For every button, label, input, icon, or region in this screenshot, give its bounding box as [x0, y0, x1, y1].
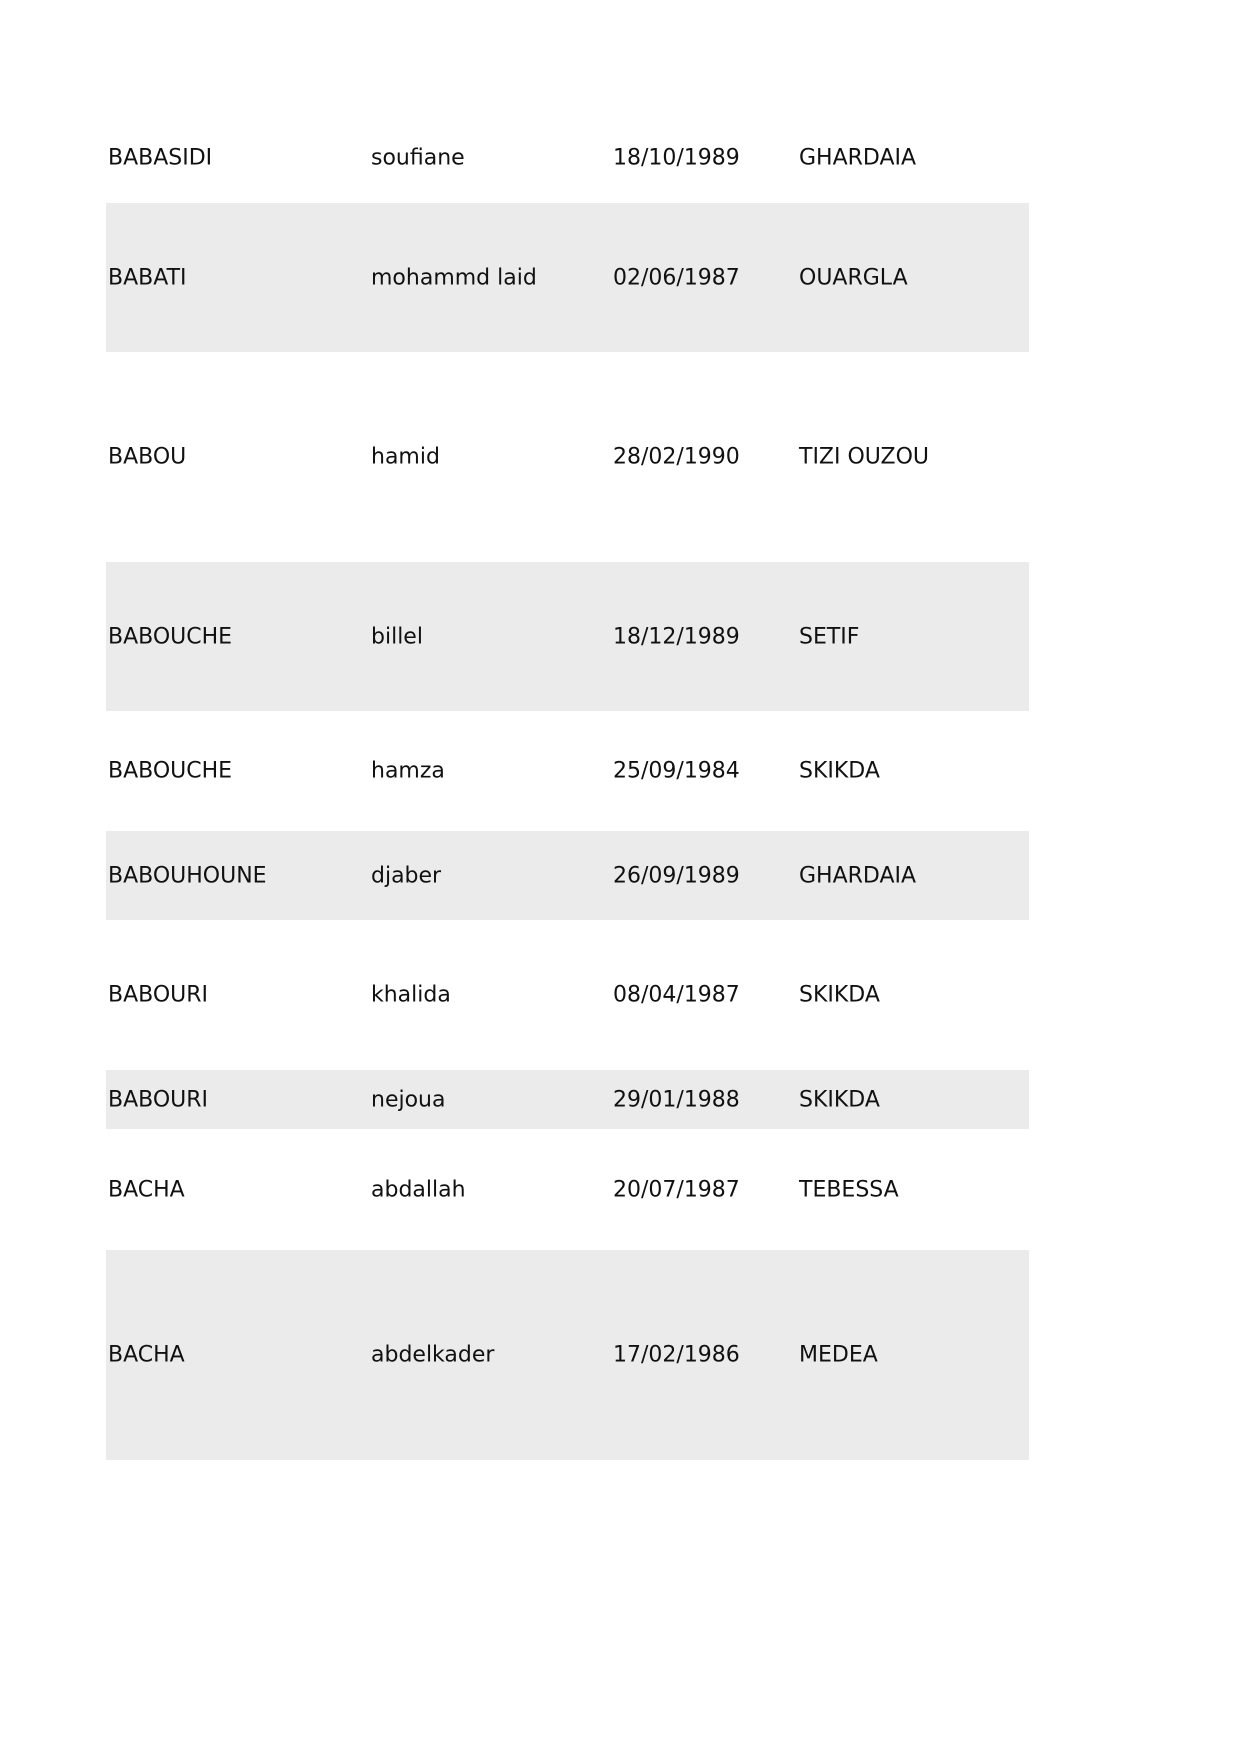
table-row: BABOURI khalida 08/04/1987 SKIKDA — [106, 920, 1029, 1070]
table-row: BABOUCHE hamza 25/09/1984 SKIKDA — [106, 711, 1029, 831]
birth-place: SKIKDA — [799, 982, 880, 1008]
birth-place: TIZI OUZOU — [799, 444, 930, 470]
table-row: BABOUCHE billel 18/12/1989 SETIF — [106, 562, 1029, 711]
birth-date: 17/02/1986 — [613, 1342, 740, 1368]
first-name: mohammd laid — [371, 265, 537, 290]
birth-place: MEDEA — [799, 1342, 878, 1368]
birth-place: OUARGLA — [799, 265, 908, 290]
first-name: nejoua — [371, 1087, 446, 1112]
birth-date: 18/10/1989 — [613, 145, 740, 171]
last-name: BABOU — [108, 444, 187, 470]
birth-place: SKIKDA — [799, 758, 880, 784]
first-name: djaber — [371, 863, 442, 888]
first-name: billel — [371, 624, 423, 649]
table-row: BABOURI nejoua 29/01/1988 SKIKDA — [106, 1070, 1029, 1129]
birth-date: 18/12/1989 — [613, 624, 740, 649]
birth-date: 02/06/1987 — [613, 265, 740, 290]
first-name: hamza — [371, 758, 445, 784]
last-name: BABASIDI — [108, 145, 213, 171]
last-name: BACHA — [108, 1342, 185, 1368]
last-name: BABOUHOUNE — [108, 863, 267, 888]
last-name: BABOURI — [108, 982, 209, 1008]
birth-place: GHARDAIA — [799, 863, 917, 888]
table-row: BACHA abdallah 20/07/1987 TEBESSA — [106, 1129, 1029, 1250]
last-name: BABOUCHE — [108, 758, 233, 784]
birth-date: 20/07/1987 — [613, 1177, 740, 1202]
last-name: BABATI — [108, 265, 187, 290]
last-name: BABOUCHE — [108, 624, 233, 649]
birth-date: 25/09/1984 — [613, 758, 740, 784]
birth-date: 08/04/1987 — [613, 982, 740, 1008]
birth-place: GHARDAIA — [799, 145, 917, 171]
table-row: BACHA abdelkader 17/02/1986 MEDEA — [106, 1250, 1029, 1460]
table-row: BABOU hamid 28/02/1990 TIZI OUZOU — [106, 352, 1029, 562]
table-row: BABATI mohammd laid 02/06/1987 OUARGLA — [106, 203, 1029, 352]
table-row: BABASIDI soufiane 18/10/1989 GHARDAIA — [106, 113, 1029, 203]
first-name: abdelkader — [371, 1342, 495, 1368]
first-name: abdallah — [371, 1177, 466, 1202]
birth-date: 29/01/1988 — [613, 1087, 740, 1112]
first-name: khalida — [371, 982, 451, 1008]
birth-place: SKIKDA — [799, 1087, 880, 1112]
table-row: BABOUHOUNE djaber 26/09/1989 GHARDAIA — [106, 831, 1029, 920]
first-name: hamid — [371, 444, 440, 470]
birth-date: 28/02/1990 — [613, 444, 740, 470]
last-name: BABOURI — [108, 1087, 209, 1112]
birth-date: 26/09/1989 — [613, 863, 740, 888]
birth-place: TEBESSA — [799, 1177, 899, 1202]
last-name: BACHA — [108, 1177, 185, 1202]
first-name: soufiane — [371, 145, 465, 171]
birth-place: SETIF — [799, 624, 860, 649]
